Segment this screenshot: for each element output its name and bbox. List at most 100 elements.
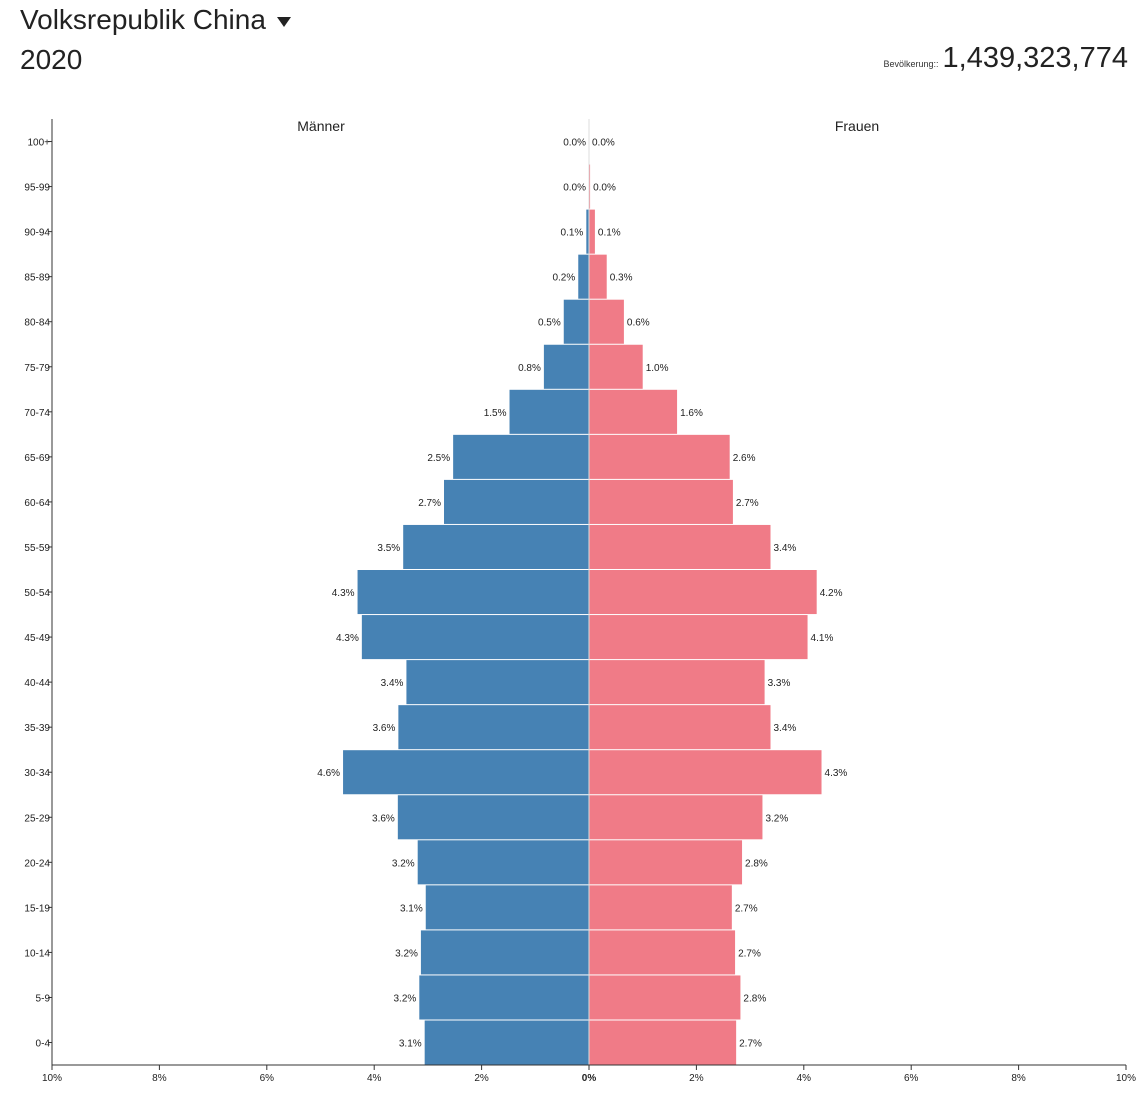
female-bar-60-64 [589,479,733,524]
male-series-label: Männer [297,118,345,134]
y-tick-label-70-74: 70-74 [24,408,50,419]
y-tick-label-35-39: 35-39 [24,723,50,734]
female-value-label-0-4: 2.7% [739,1039,762,1050]
female-value-label-35-39: 3.4% [774,723,797,734]
y-tick-label-20-24: 20-24 [24,858,50,869]
male-bar-70-74 [509,389,589,434]
male-value-label-85-89: 0.2% [552,273,575,284]
y-tick-label-55-59: 55-59 [24,543,50,554]
female-value-label-20-24: 2.8% [745,858,768,869]
male-bar-50-54 [357,570,589,615]
male-bar-80-84 [563,299,589,344]
x-tick-label-7: 4% [797,1073,812,1084]
caret-down-icon[interactable] [276,17,291,27]
female-value-label-10-14: 2.7% [738,948,761,959]
y-tick-label-30-34: 30-34 [24,768,50,779]
male-value-label-70-74: 1.5% [484,408,507,419]
country-name[interactable]: Volksrepublik China [20,4,266,35]
female-bar-35-39 [589,705,771,750]
female-series-label: Frauen [835,118,879,134]
male-value-label-50-54: 4.3% [332,588,355,599]
male-value-label-55-59: 3.5% [377,543,400,554]
male-bar-35-39 [398,705,589,750]
female-value-label-15-19: 2.7% [735,903,758,914]
male-bar-10-14 [420,930,589,975]
y-tick-label-40-44: 40-44 [24,678,50,689]
male-value-label-20-24: 3.2% [392,858,415,869]
female-bar-5-9 [589,975,741,1020]
female-bar-70-74 [589,389,678,434]
year-label: 2020 [20,44,83,75]
male-bar-75-79 [543,344,589,389]
male-value-label-80-84: 0.5% [538,318,561,329]
y-tick-label-90-94: 90-94 [24,228,50,239]
male-bar-60-64 [444,479,589,524]
male-bar-65-69 [453,434,589,479]
female-value-label-95-99: 0.0% [593,183,616,194]
female-value-label-55-59: 3.4% [774,543,797,554]
y-tick-label-60-64: 60-64 [24,498,50,509]
female-bar-55-59 [589,524,771,569]
female-bar-25-29 [589,795,763,840]
x-tick-label-4: 2% [474,1073,489,1084]
female-value-label-30-34: 4.3% [825,768,848,779]
male-value-label-100+: 0.0% [563,138,586,149]
male-value-label-65-69: 2.5% [427,453,450,464]
male-value-label-5-9: 3.2% [394,993,417,1004]
male-value-label-60-64: 2.7% [418,498,441,509]
female-bar-65-69 [589,434,730,479]
female-value-label-85-89: 0.3% [610,273,633,284]
y-tick-label-0-4: 0-4 [36,1039,51,1050]
population-label: Bevölkerung:: [883,59,939,69]
male-value-label-25-29: 3.6% [372,813,395,824]
female-bar-30-34 [589,750,822,795]
male-bar-25-29 [397,795,589,840]
y-tick-label-5-9: 5-9 [36,993,51,1004]
female-bar-80-84 [589,299,624,344]
male-bar-55-59 [403,524,589,569]
population-value: 1,439,323,774 [942,42,1128,74]
y-tick-label-45-49: 45-49 [24,633,50,644]
female-bar-90-94 [589,209,595,254]
female-value-label-65-69: 2.6% [733,453,756,464]
male-value-label-0-4: 3.1% [399,1039,422,1050]
y-tick-label-80-84: 80-84 [24,318,50,329]
female-bar-20-24 [589,840,743,885]
male-bar-45-49 [361,615,589,660]
male-bar-30-34 [343,750,589,795]
female-bar-0-4 [589,1020,737,1065]
female-bar-10-14 [589,930,736,975]
y-tick-label-85-89: 85-89 [24,273,50,284]
female-value-label-80-84: 0.6% [627,318,650,329]
female-value-label-70-74: 1.6% [680,408,703,419]
male-bar-90-94 [586,209,589,254]
female-bar-85-89 [589,254,607,299]
male-value-label-45-49: 4.3% [336,633,359,644]
y-tick-label-50-54: 50-54 [24,588,50,599]
female-value-label-50-54: 4.2% [820,588,843,599]
female-bar-40-44 [589,660,765,705]
male-bar-5-9 [419,975,589,1020]
male-value-label-10-14: 3.2% [395,948,418,959]
x-tick-label-1: 8% [152,1073,167,1084]
x-tick-label-8: 6% [904,1073,919,1084]
female-bar-15-19 [589,885,732,930]
x-tick-label-10: 10% [1116,1073,1136,1084]
female-bar-50-54 [589,570,817,615]
male-bar-40-44 [406,660,589,705]
x-tick-label-2: 6% [260,1073,275,1084]
y-tick-label-95-99: 95-99 [24,183,50,194]
male-bar-85-89 [578,254,589,299]
male-value-label-35-39: 3.6% [373,723,396,734]
female-bar-95-99 [589,164,591,209]
population-readout: Bevölkerung:: 1,439,323,774 [883,42,1128,75]
female-value-label-45-49: 4.1% [811,633,834,644]
female-bar-75-79 [589,344,643,389]
male-bar-20-24 [417,840,589,885]
male-value-label-95-99: 0.0% [563,183,586,194]
female-value-label-60-64: 2.7% [736,498,759,509]
x-tick-label-6: 2% [689,1073,704,1084]
country-select[interactable]: Volksrepublik China [20,2,291,38]
header: Volksrepublik China 2020 Bevölkerung:: 1… [20,0,1130,90]
x-tick-label-9: 8% [1011,1073,1026,1084]
